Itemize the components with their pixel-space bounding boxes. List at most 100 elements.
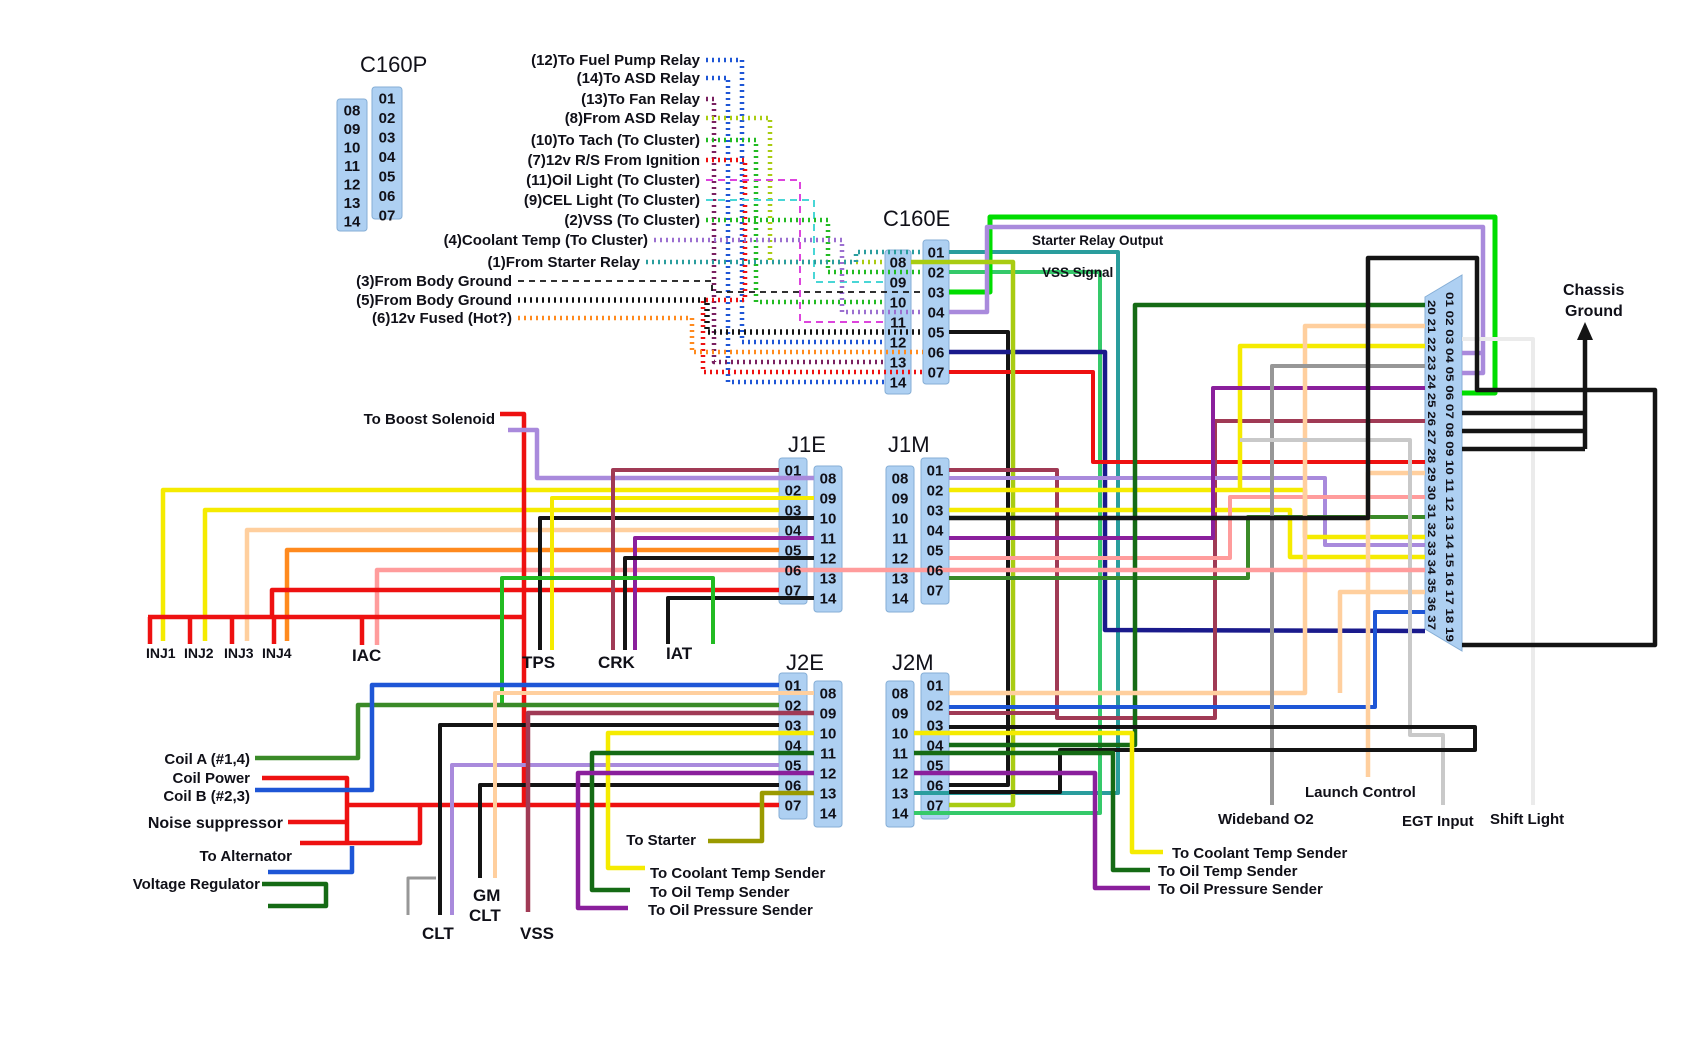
wire-peach-pin21 <box>949 323 1425 696</box>
wire-iac-salmon <box>374 567 1425 645</box>
wire-red-j1e07 <box>269 587 779 617</box>
wire-gmclt-peach <box>493 691 814 878</box>
wire-big-green-loop <box>949 214 1498 396</box>
label-tps: TPS <box>522 653 555 672</box>
pin-c160p-05: 05 <box>379 169 396 186</box>
pin-c160e-03: 03 <box>928 285 945 302</box>
wire-vss-signal-green <box>914 270 1102 815</box>
wire-d-oil-light <box>706 179 885 323</box>
pin-j1e-12: 12 <box>820 551 837 568</box>
label-fuel-pump-relay: (12)To Fuel Pump Relay <box>531 52 701 69</box>
wire-d-12v-fused <box>518 315 923 355</box>
pin-j2m-09: 09 <box>892 706 909 723</box>
wire-coil-b-blue <box>255 682 779 793</box>
pin-j1e-13: 13 <box>820 571 837 588</box>
pin-j2e-06: 06 <box>785 778 802 795</box>
label-fan-relay: (13)To Fan Relay <box>581 91 701 108</box>
wire-d-starter <box>646 249 923 265</box>
pin-j1e-03: 03 <box>785 503 802 520</box>
connector-c160p-col2 <box>371 86 403 220</box>
pin-j2e-05: 05 <box>785 758 802 775</box>
label-vss-label: VSS <box>520 924 554 943</box>
pin-c160p-02: 02 <box>379 110 396 127</box>
wire-d-ground3 <box>518 280 923 293</box>
wire-salmon-pin30 <box>949 495 1425 560</box>
pin-j2m-07: 07 <box>927 798 944 815</box>
pin-j1m-03: 03 <box>927 503 944 520</box>
label-gm-clt-2: CLT <box>469 906 501 925</box>
label-voltage-regulator: Voltage Regulator <box>133 876 260 893</box>
wire-red-pin28 <box>949 370 1425 464</box>
label-body-ground-3: (3)From Body Ground <box>356 273 512 290</box>
pin-c160p-09: 09 <box>344 121 361 138</box>
pin-j1m-13: 13 <box>892 571 909 588</box>
connector-title-j1m: J1M <box>888 432 930 457</box>
pin-j1m-05: 05 <box>927 543 944 560</box>
pin-c160e-14: 14 <box>890 375 907 392</box>
pin-j1m-08: 08 <box>892 471 909 488</box>
connector-title-j1e: J1E <box>788 432 826 457</box>
label-chassis-ground-1: Chassis <box>1563 282 1624 299</box>
wire-d-ground5 <box>518 297 923 335</box>
wire-apple-vert <box>911 259 1016 808</box>
label-oil-light: (11)Oil Light (To Cluster) <box>526 172 700 189</box>
pin-j2m-12: 12 <box>892 766 909 783</box>
connector-c160p-col1 <box>336 98 368 232</box>
wire-d-vss <box>706 217 923 275</box>
wire-shift-white <box>1462 337 1535 805</box>
pin-j1e-08: 08 <box>820 471 837 488</box>
wire-starter-olive <box>708 790 814 844</box>
pin-j2m-04: 04 <box>927 738 944 755</box>
wire-tps-black <box>538 516 814 650</box>
wire-wideband-gray <box>1270 364 1425 805</box>
chassis-ground-arrow-icon <box>1577 322 1593 340</box>
wire-peach-pin35 <box>1337 589 1425 693</box>
label-cel-light: (9)CEL Light (To Cluster) <box>524 192 700 209</box>
wire-d-ign <box>700 157 923 375</box>
connector-title-j2m: J2M <box>892 650 934 675</box>
pin-c160p-10: 10 <box>344 140 361 157</box>
pin-j2e-04: 04 <box>785 738 802 755</box>
pin-j2m-05: 05 <box>927 758 944 775</box>
wire-d-fuel-pump <box>706 57 885 345</box>
pin-j1m-04: 04 <box>927 523 944 540</box>
pin-c160p-07: 07 <box>379 208 396 225</box>
connector-title-c160e: C160E <box>883 206 950 231</box>
pin-j1m-06: 06 <box>927 563 944 580</box>
pin-j1m-09: 09 <box>892 491 909 508</box>
wire-vr-green <box>262 881 329 909</box>
pin-c160e-02: 02 <box>928 265 945 282</box>
label-oil-press-sender-l: To Oil Pressure Sender <box>648 902 813 919</box>
pin-c160e-10: 10 <box>890 295 907 312</box>
wire-crk-maroon <box>611 468 779 650</box>
wire-yellow-pin33 <box>949 507 1425 560</box>
label-gm-clt-1: GM <box>473 886 500 905</box>
wire-crk-black <box>623 556 814 650</box>
label-to-alternator: To Alternator <box>200 848 293 865</box>
pin-j2m-03: 03 <box>927 718 944 735</box>
pin-j1e-14: 14 <box>820 591 837 608</box>
wire-d-cel <box>706 199 885 283</box>
label-egt-input: EGT Input <box>1402 813 1474 830</box>
wire-sender-yellow-l <box>605 730 814 871</box>
label-inj2: INJ2 <box>184 645 214 661</box>
pin-c160e-04: 04 <box>928 305 945 322</box>
wire-d-coolant <box>654 237 923 315</box>
wire-inj3-peach <box>244 527 779 641</box>
wire-tps-yellow <box>550 496 814 650</box>
pin-j1e-07: 07 <box>785 583 802 600</box>
pin-c160p-12: 12 <box>344 177 361 194</box>
label-inj3: INJ3 <box>224 645 254 661</box>
wire-blue-pin36 <box>949 610 1425 709</box>
pin-j2m-13: 13 <box>892 786 909 803</box>
label-vss-signal: VSS Signal <box>1042 265 1113 280</box>
pin-c160e-13: 13 <box>890 355 907 372</box>
connector-title-c160p: C160P <box>360 52 427 77</box>
label-tach: (10)To Tach (To Cluster) <box>531 132 700 149</box>
pin-j1e-04: 04 <box>785 523 802 540</box>
wire-inj1-yellow <box>160 487 779 641</box>
pin-j1m-14: 14 <box>892 591 909 608</box>
label-noise-suppressor: Noise suppressor <box>148 815 283 832</box>
pin-j2e-09: 09 <box>820 706 837 723</box>
wire-coil-a-green <box>255 702 779 761</box>
